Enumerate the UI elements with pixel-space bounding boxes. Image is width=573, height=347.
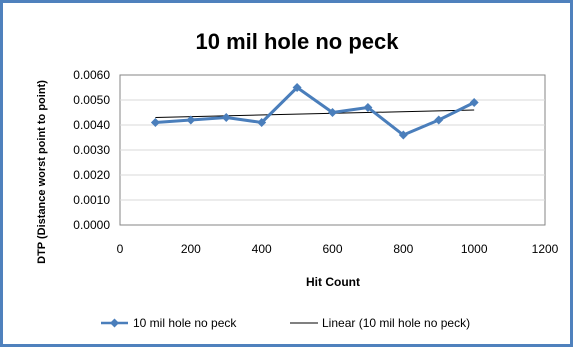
x-tick-label: 1200 bbox=[532, 242, 559, 256]
x-tick-label: 400 bbox=[252, 242, 272, 256]
series-layer bbox=[150, 83, 479, 140]
x-tick-label: 1000 bbox=[461, 242, 488, 256]
x-axis-label: Hit Count bbox=[306, 275, 360, 289]
data-point-marker bbox=[398, 130, 408, 140]
data-point-marker bbox=[221, 113, 231, 122]
y-axis-label: DTP (Distance worst point to point) bbox=[36, 80, 48, 264]
legend: 10 mil hole no peck Linear (10 mil hole … bbox=[101, 316, 470, 330]
legend-trendline-label: Linear (10 mil hole no peck) bbox=[322, 316, 470, 330]
data-point-marker bbox=[363, 103, 373, 112]
y-tick-label: 0.0020 bbox=[73, 168, 110, 182]
trendline-layer bbox=[155, 109, 475, 118]
y-tick-label: 0.0060 bbox=[73, 68, 110, 82]
y-tick-label: 0.0040 bbox=[73, 118, 110, 132]
legend-series-label: 10 mil hole no peck bbox=[133, 316, 237, 330]
y-tick-label: 0.0000 bbox=[73, 218, 110, 232]
series-line bbox=[155, 86, 475, 137]
x-tick-label: 800 bbox=[393, 242, 413, 256]
legend-series-marker bbox=[110, 318, 119, 328]
x-tick-label: 200 bbox=[181, 242, 201, 256]
x-tick-label: 600 bbox=[322, 242, 342, 256]
y-tick-label: 0.0030 bbox=[73, 143, 110, 157]
data-point-marker bbox=[186, 115, 196, 125]
data-point-marker bbox=[434, 115, 444, 125]
y-tick-label: 0.0010 bbox=[73, 193, 110, 207]
data-point-marker bbox=[292, 83, 302, 92]
x-tick-labels: 0 200 400 600 800 1000 1200 bbox=[117, 242, 559, 256]
y-tick-labels: 0.0000 0.0010 0.0020 0.0030 0.0040 0.0050 0.00… bbox=[73, 68, 110, 232]
data-point-marker bbox=[328, 108, 337, 117]
data-point-marker bbox=[469, 98, 479, 107]
trendline bbox=[155, 109, 475, 118]
x-tick-label: 0 bbox=[117, 242, 124, 256]
y-tick-label: 0.0050 bbox=[73, 93, 110, 107]
data-point-marker bbox=[257, 118, 267, 127]
data-point-marker bbox=[150, 118, 160, 127]
chart-title: 10 mil hole no peck bbox=[196, 29, 400, 54]
